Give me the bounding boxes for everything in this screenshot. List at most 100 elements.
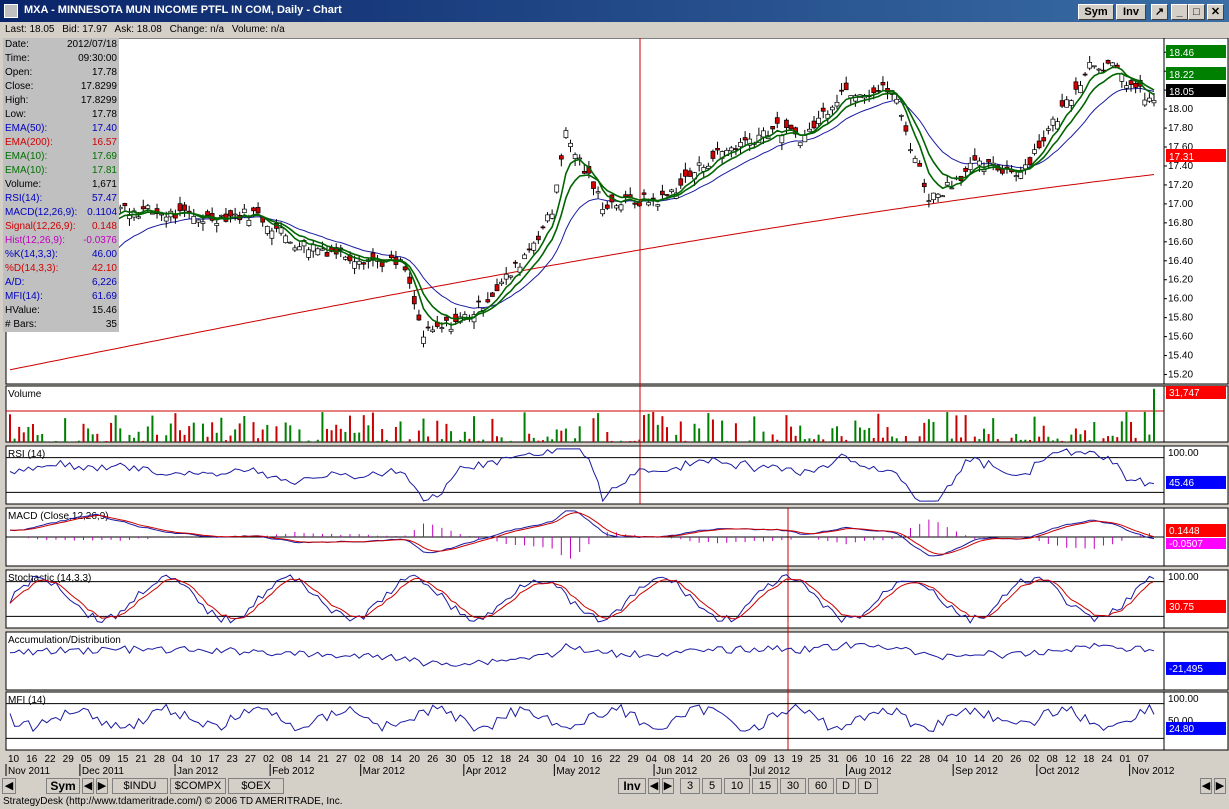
info-label: %K(14,3,3):	[5, 249, 58, 260]
interval-tab[interactable]: 30	[780, 778, 806, 794]
candle	[683, 169, 688, 177]
volume-bar	[748, 440, 751, 442]
volume-bar	[156, 434, 159, 442]
candle	[269, 230, 275, 239]
volume-bar	[983, 428, 986, 442]
interval-tab[interactable]: D	[858, 778, 878, 794]
volume-bar	[275, 426, 278, 442]
volume-bar	[220, 417, 223, 442]
candle	[1087, 62, 1093, 69]
sym-tab[interactable]: Sym	[46, 778, 80, 794]
info-label: High:	[5, 95, 29, 106]
scroll-next-icon[interactable]: ▶	[1214, 778, 1226, 794]
info-row: EMA(200): 16.57	[3, 136, 119, 150]
volume-bar	[1130, 422, 1133, 442]
volume-bar	[1120, 421, 1123, 442]
chart-area[interactable]: 18.6018.4018.2018.0017.8017.6017.4017.20…	[0, 38, 1229, 777]
volume-bar	[895, 438, 898, 442]
sym-button[interactable]: Sym	[1078, 4, 1114, 20]
x-day-label: 02	[263, 754, 275, 765]
candle	[591, 181, 596, 189]
volume-bar	[725, 440, 728, 442]
candle	[568, 142, 573, 148]
title-bar: MXA - MINNESOTA MUN INCOME PTFL IN COM, …	[0, 0, 1229, 22]
candle	[122, 203, 128, 207]
close-icon[interactable]: ✕	[1207, 4, 1224, 20]
info-row: %D(14,3,3): 42.10	[3, 262, 119, 276]
volume-bar	[1116, 437, 1119, 442]
maximize-icon[interactable]: □	[1188, 4, 1205, 20]
volume-bar	[978, 439, 981, 442]
candle	[287, 241, 293, 244]
x-day-label: 10	[190, 754, 202, 765]
volume-bar	[427, 436, 430, 442]
candle	[324, 252, 330, 257]
info-label: RSI(14):	[5, 193, 43, 204]
volume-bar	[257, 438, 260, 442]
prev-symbol-icon[interactable]: ◀	[82, 778, 94, 794]
symbol-tab[interactable]: $COMPX	[170, 778, 226, 794]
x-day-label: 22	[44, 754, 56, 765]
inv-button[interactable]: Inv	[1116, 4, 1146, 20]
change-value: Change: n/a	[169, 24, 225, 35]
prev-interval-icon[interactable]: ◀	[648, 778, 660, 794]
ask-price: Ask: 18.08	[114, 24, 162, 35]
scroll-prev-icon[interactable]: ◀	[1200, 778, 1212, 794]
x-month-label: May 2012	[556, 766, 600, 777]
interval-tab[interactable]: 15	[752, 778, 778, 794]
x-day-label: 01	[1120, 754, 1132, 765]
x-day-label: 05	[464, 754, 476, 765]
candle	[770, 126, 776, 130]
volume-bar	[904, 435, 907, 442]
interval-tab[interactable]: 5	[702, 778, 722, 794]
volume-bar	[128, 434, 131, 442]
x-month-label: Apr 2012	[466, 766, 507, 777]
volume-bar	[711, 419, 714, 442]
interval-tab[interactable]: 10	[724, 778, 750, 794]
scroll-left-icon[interactable]: ◀	[2, 778, 16, 794]
info-label: Date:	[5, 39, 29, 50]
volume-bar	[964, 415, 967, 442]
candle	[774, 117, 780, 124]
candle	[246, 219, 252, 226]
info-value: 42.10	[91, 263, 117, 274]
candle	[536, 235, 541, 241]
info-row: MACD(12,26,9): 0.1104	[3, 206, 119, 220]
x-day-label: 05	[81, 754, 93, 765]
volume-bar	[1088, 440, 1091, 442]
volume-bar	[440, 439, 443, 442]
info-value: 35	[105, 319, 117, 330]
price-label: 18.22	[1169, 70, 1194, 81]
symbol-tab[interactable]: $OEX	[228, 778, 284, 794]
volume-value: Volume: n/a	[231, 24, 285, 35]
x-day-label: 26	[1010, 754, 1022, 765]
info-label: HValue:	[5, 305, 40, 316]
price-label-box	[1166, 84, 1226, 97]
detach-icon[interactable]: ↗	[1151, 4, 1168, 20]
volume-bar	[973, 436, 976, 442]
candle	[733, 148, 739, 150]
x-day-label: 30	[445, 754, 457, 765]
candle	[1041, 137, 1047, 142]
volume-bar	[835, 426, 838, 442]
info-row: A/D: 6,226	[3, 276, 119, 290]
volume-bar	[165, 435, 168, 442]
next-symbol-icon[interactable]: ▶	[96, 778, 108, 794]
interval-tab[interactable]: D	[836, 778, 856, 794]
interval-tab[interactable]: 60	[808, 778, 834, 794]
volume-bar	[656, 424, 659, 442]
symbol-tab[interactable]: $INDU	[112, 778, 168, 794]
x-day-label: 03	[737, 754, 749, 765]
price-tick-label: 16.40	[1168, 256, 1193, 267]
x-day-label: 26	[427, 754, 439, 765]
minimize-icon[interactable]: _	[1171, 4, 1188, 20]
candle	[283, 235, 289, 244]
price-label: 18.05	[1169, 87, 1194, 98]
x-day-label: 10	[864, 754, 876, 765]
window-title: MXA - MINNESOTA MUN INCOME PTFL IN COM, …	[24, 4, 342, 16]
x-day-label: 23	[227, 754, 239, 765]
interval-tab[interactable]: 3	[680, 778, 700, 794]
next-interval-icon[interactable]: ▶	[662, 778, 674, 794]
candle	[508, 275, 514, 278]
inv-tab[interactable]: Inv	[618, 778, 646, 794]
